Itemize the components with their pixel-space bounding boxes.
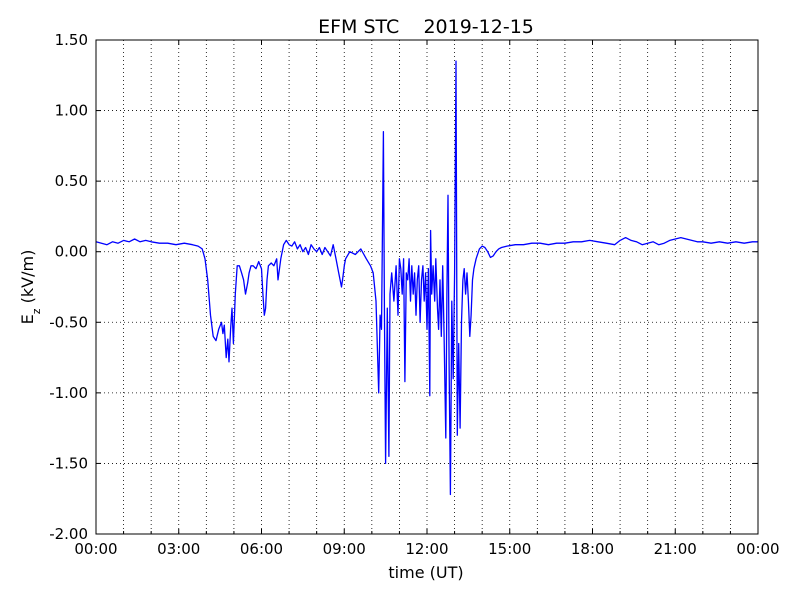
x-tick-labels: 00:00 03:00 06:00 09:00 12:00 15:00 18:00 21:00…: [74, 540, 779, 558]
y-tick-labels: 1.50 1.00 0.50 0.00 -0.50 -1.00 -1.50 -2.00: [49, 31, 88, 543]
y-tick-label: -1.00: [49, 384, 88, 402]
y-axis-label-subscript: z: [30, 308, 43, 314]
x-tick-label: 03:00: [157, 540, 200, 558]
y-tick-label: 1.00: [55, 102, 88, 120]
y-tick-label: -2.00: [49, 525, 88, 543]
y-tick-label: -1.50: [49, 454, 88, 472]
x-tick-label: 18:00: [571, 540, 614, 558]
chart-title: EFM STC 2019-12-15: [318, 16, 534, 38]
x-tick-label: 12:00: [405, 540, 448, 558]
series-line-ez: [95, 60, 758, 496]
y-axis-label: Ez (kV/m): [18, 250, 43, 325]
axis-ticks: [95, 39, 759, 535]
y-tick-label: 0.50: [55, 172, 88, 190]
y-tick-label: 1.50: [55, 31, 88, 49]
x-tick-label: 00:00: [736, 540, 779, 558]
y-axis-label-main: E: [18, 314, 37, 324]
gridlines: [96, 40, 758, 534]
x-tick-label: 21:00: [654, 540, 697, 558]
x-tick-label: 00:00: [74, 540, 117, 558]
x-tick-label: 15:00: [488, 540, 531, 558]
y-axis-label-unit: (kV/m): [18, 250, 37, 309]
plot-frame: [95, 39, 759, 535]
x-tick-label: 09:00: [323, 540, 366, 558]
y-tick-label: -0.50: [49, 313, 88, 331]
x-tick-label: 06:00: [240, 540, 283, 558]
x-axis-label: time (UT): [388, 563, 463, 582]
y-tick-label: 0.00: [55, 243, 88, 261]
